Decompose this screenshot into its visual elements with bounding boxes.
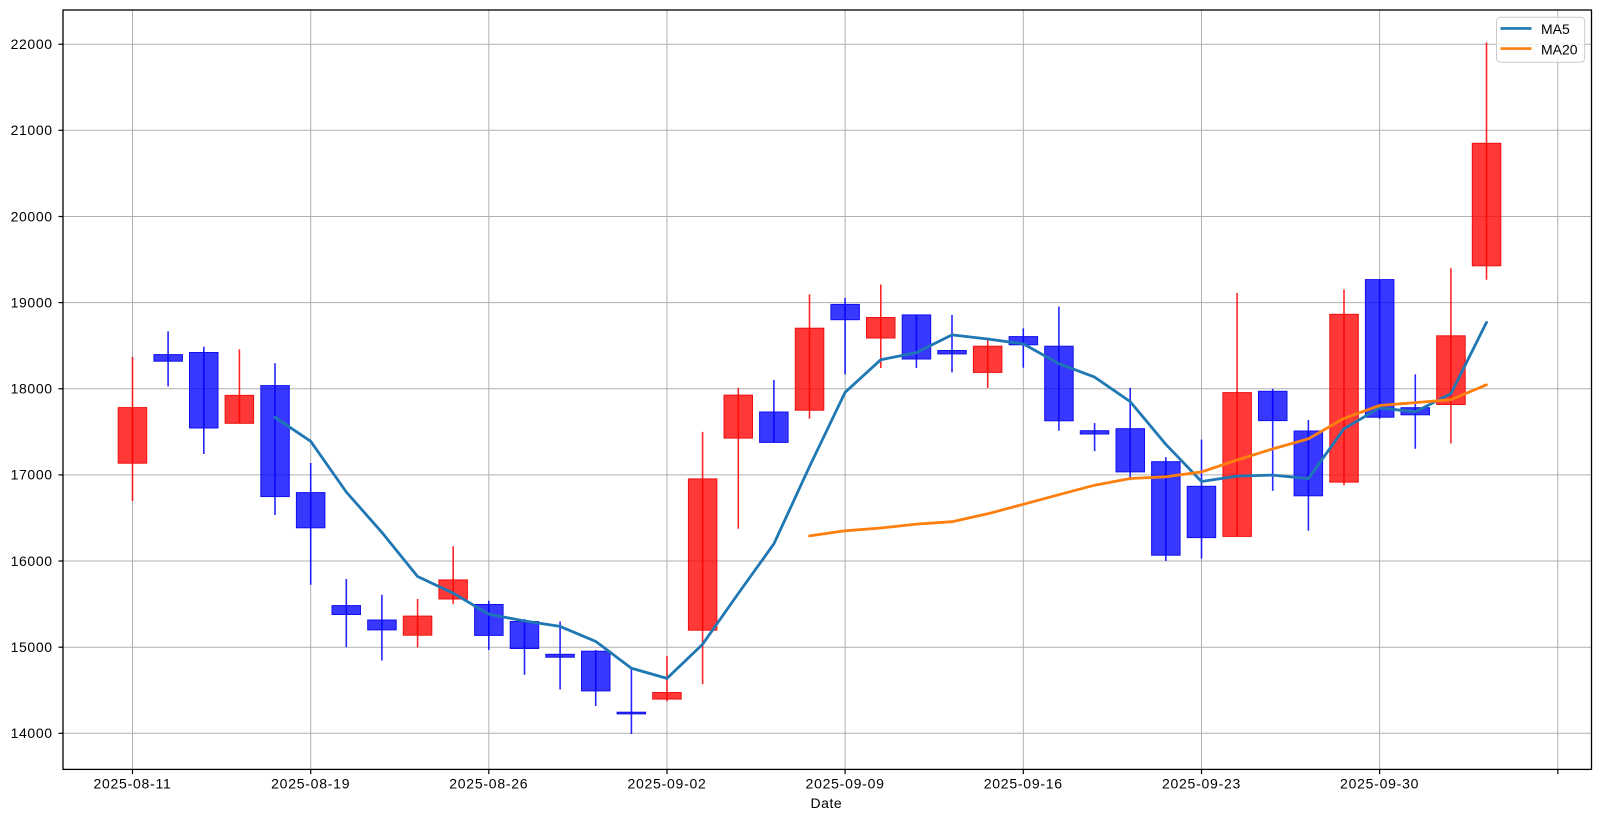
svg-text:21000: 21000 [11,122,53,138]
svg-text:15000: 15000 [11,639,53,655]
svg-text:Date: Date [811,795,843,811]
svg-text:18000: 18000 [11,381,53,397]
svg-text:2025-09-16: 2025-09-16 [984,776,1063,792]
svg-text:MA5: MA5 [1541,21,1570,37]
svg-text:2025-08-11: 2025-08-11 [93,776,171,792]
svg-text:20000: 20000 [11,208,53,224]
svg-text:MA20: MA20 [1541,41,1578,57]
svg-text:22000: 22000 [11,36,53,52]
svg-text:2025-09-30: 2025-09-30 [1340,776,1419,792]
svg-text:16000: 16000 [11,553,53,569]
svg-text:2025-08-26: 2025-08-26 [449,776,528,792]
svg-text:2025-09-23: 2025-09-23 [1162,776,1241,792]
svg-text:2025-09-09: 2025-09-09 [806,776,885,792]
svg-text:2025-08-19: 2025-08-19 [271,776,350,792]
svg-text:2025-09-02: 2025-09-02 [627,776,706,792]
svg-text:19000: 19000 [11,294,53,310]
svg-text:14000: 14000 [11,725,53,741]
svg-text:17000: 17000 [11,467,53,483]
